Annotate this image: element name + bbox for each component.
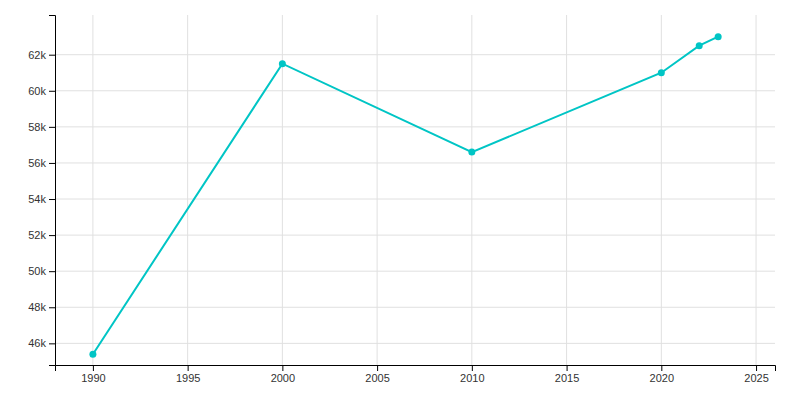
grid-line-x [377, 15, 378, 365]
y-tick-mark [49, 271, 55, 272]
x-tick-label: 1990 [81, 372, 105, 384]
point [715, 33, 722, 40]
x-tick-label: 2010 [460, 372, 484, 384]
y-tick: 58k [28, 121, 55, 133]
x-tick: 2010 [460, 365, 484, 384]
x-tick-mark [188, 365, 189, 371]
x-tick-label: 1995 [176, 372, 200, 384]
y-tick-mark [49, 163, 55, 164]
y-tick-mark [49, 199, 55, 200]
x-tick: 2000 [271, 365, 295, 384]
y-tick-mark [49, 127, 55, 128]
x-tick-mark [756, 365, 757, 371]
chart: 1990 1995 2000 2005 2010 2015 2020 2025 46k 48k 50… [0, 0, 800, 400]
x-tick: 1995 [176, 365, 200, 384]
y-tick: 46k [28, 337, 55, 349]
y-tick-mark [49, 307, 55, 308]
grid-line-y [55, 235, 775, 236]
y-tick-label: 62k [28, 49, 46, 61]
y-tick-mark [49, 235, 55, 236]
plot: 1990 1995 2000 2005 2010 2015 2020 2025 46k 48k 50… [28, 15, 775, 384]
grid [55, 15, 775, 365]
y-tick-mark [49, 343, 55, 344]
y-tick-label: 56k [28, 157, 46, 169]
grid-line-y [55, 199, 775, 200]
grid-line-x [661, 15, 662, 365]
grid-line-y [55, 90, 775, 91]
grid-line-x [756, 15, 757, 365]
y-axis-line [49, 16, 56, 366]
grid-line-x [187, 15, 188, 365]
y-tick: 48k [28, 301, 55, 313]
point [658, 69, 665, 76]
grid-line-y [55, 307, 775, 308]
grid-line-x [282, 15, 283, 365]
x-tick: 2015 [555, 365, 579, 384]
grid-line-x [471, 15, 472, 365]
x-axis: 1990 1995 2000 2005 2010 2015 2020 2025 [56, 365, 776, 384]
y-tick: 50k [28, 265, 55, 277]
x-tick-label: 2025 [744, 372, 768, 384]
y-axis: 46k 48k 50k 52k 54k 56k 58k 60k 62k [28, 16, 55, 366]
x-tick: 2025 [744, 365, 768, 384]
marks [89, 33, 721, 358]
x-tick-label: 2005 [365, 372, 389, 384]
y-tick: 52k [28, 229, 55, 241]
x-tick: 2005 [365, 365, 389, 384]
y-tick-label: 58k [28, 121, 46, 133]
y-tick: 62k [28, 49, 55, 61]
y-tick-mark [49, 55, 55, 56]
x-axis-line [56, 366, 776, 372]
y-tick: 56k [28, 157, 55, 169]
x-tick: 2020 [650, 365, 674, 384]
y-tick: 60k [28, 85, 55, 97]
point [696, 42, 703, 49]
x-tick-mark [93, 365, 94, 371]
y-tick-label: 48k [28, 301, 46, 313]
y-tick-label: 54k [28, 193, 46, 205]
line [93, 37, 718, 355]
x-tick-label: 2015 [555, 372, 579, 384]
y-tick-label: 52k [28, 229, 46, 241]
grid-line-y [55, 162, 775, 163]
x-tick: 1990 [81, 365, 105, 384]
point [89, 351, 96, 358]
grid-line-x [92, 15, 93, 365]
y-tick: 54k [28, 193, 55, 205]
y-tick-label: 50k [28, 265, 46, 277]
y-tick-label: 46k [28, 337, 46, 349]
point [468, 149, 475, 156]
y-tick-mark [49, 91, 55, 92]
x-tick-mark [377, 365, 378, 371]
x-tick-label: 2020 [650, 372, 674, 384]
x-tick-mark [661, 365, 662, 371]
point [279, 60, 286, 67]
grid-line-y [55, 343, 775, 344]
x-tick-mark [567, 365, 568, 371]
y-tick-label: 60k [28, 85, 46, 97]
x-tick-mark [282, 365, 283, 371]
x-tick-mark [472, 365, 473, 371]
grid-line-y [55, 271, 775, 272]
grid-line-x [566, 15, 567, 365]
x-tick-label: 2000 [271, 372, 295, 384]
grid-line-y [55, 54, 775, 55]
